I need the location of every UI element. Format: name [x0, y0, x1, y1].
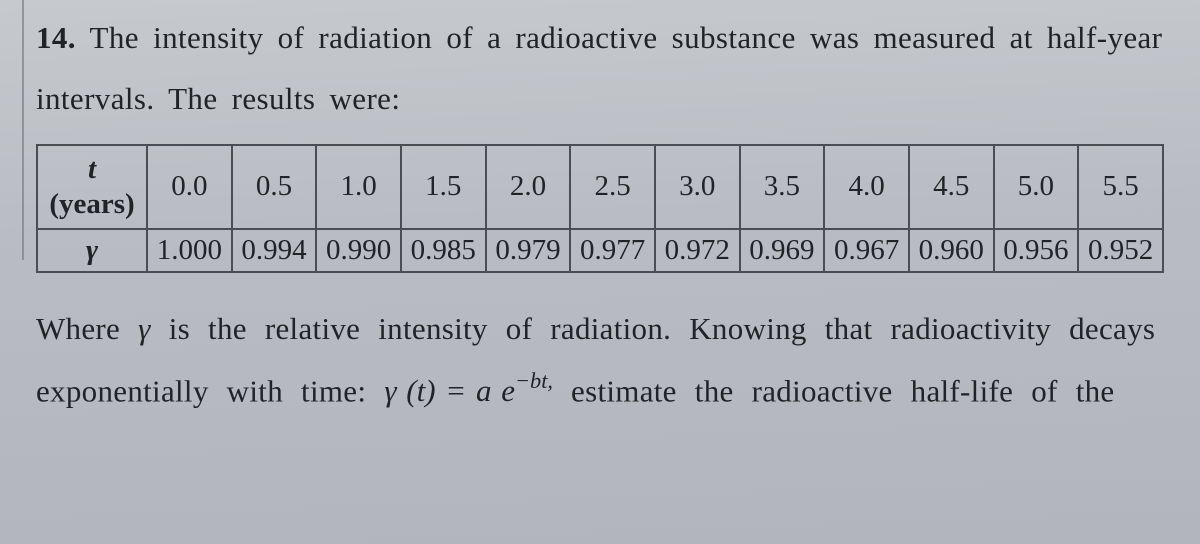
- explain-line1: Where γ is the relative intensity of rad…: [36, 313, 1164, 344]
- t-cell: 4.0: [824, 145, 909, 229]
- problem-statement-line1: 14. The intensity of radiation of a radi…: [36, 22, 1164, 53]
- t-cell: 5.0: [994, 145, 1079, 229]
- row-header-t-var: t: [88, 153, 96, 185]
- gamma-cell: 0.952: [1078, 229, 1163, 272]
- gamma-cell: 0.960: [909, 229, 994, 272]
- page: 14. The intensity of radiation of a radi…: [0, 0, 1200, 544]
- formula-lhs-paren: (t): [397, 373, 436, 408]
- t-cell: 3.0: [655, 145, 740, 229]
- t-cell: 0.0: [147, 145, 232, 229]
- gamma-cell: 0.985: [401, 229, 486, 272]
- t-cell: 1.5: [401, 145, 486, 229]
- explain-1b: is the relative intensity of radiation. …: [151, 311, 1156, 346]
- problem-statement-line2: intervals. The results were:: [36, 83, 1164, 114]
- explain-2b: estimate the radioactive half-life of th…: [553, 373, 1115, 408]
- gamma-cell: 0.994: [232, 229, 317, 272]
- row-header-t-unit: (years): [49, 188, 134, 220]
- left-margin-rule: [22, 0, 24, 260]
- explain-line2: exponentially with time: γ (t) = a e−bt,…: [36, 372, 1164, 406]
- data-table: t (years) 0.0 0.5 1.0 1.5 2.0 2.5 3.0 3.…: [36, 144, 1164, 273]
- formula-eq: =: [436, 373, 476, 408]
- gamma-cell: 0.977: [570, 229, 655, 272]
- table-row-t: t (years) 0.0 0.5 1.0 1.5 2.0 2.5 3.0 3.…: [37, 145, 1163, 229]
- t-cell: 2.5: [570, 145, 655, 229]
- explain-1a: Where: [36, 311, 138, 346]
- gamma-cell: 0.972: [655, 229, 740, 272]
- gamma-cell: 1.000: [147, 229, 232, 272]
- t-cell: 0.5: [232, 145, 317, 229]
- formula-rhs-exp: −bt,: [515, 368, 553, 393]
- gamma-cell: 0.967: [824, 229, 909, 272]
- gamma-symbol: γ: [138, 311, 151, 346]
- problem-number: 14.: [36, 20, 76, 55]
- formula-lhs-g: γ: [384, 373, 396, 408]
- gamma-cell: 0.956: [994, 229, 1079, 272]
- row-header-gamma: γ: [37, 229, 147, 272]
- formula-rhs-base: a e: [476, 373, 515, 408]
- explain-2a: exponentially with time:: [36, 373, 384, 408]
- gamma-cell: 0.990: [316, 229, 401, 272]
- gamma-cell: 0.979: [486, 229, 571, 272]
- row-header-t: t (years): [37, 145, 147, 229]
- t-cell: 1.0: [316, 145, 401, 229]
- problem-text-1: The intensity of radiation of a radioact…: [76, 20, 1162, 55]
- formula: γ (t) = a e−bt,: [384, 373, 553, 408]
- t-cell: 4.5: [909, 145, 994, 229]
- t-cell: 2.0: [486, 145, 571, 229]
- table-row-gamma: γ 1.000 0.994 0.990 0.985 0.979 0.977 0.…: [37, 229, 1163, 272]
- gamma-cell: 0.969: [740, 229, 825, 272]
- t-cell: 5.5: [1078, 145, 1163, 229]
- t-cell: 3.5: [740, 145, 825, 229]
